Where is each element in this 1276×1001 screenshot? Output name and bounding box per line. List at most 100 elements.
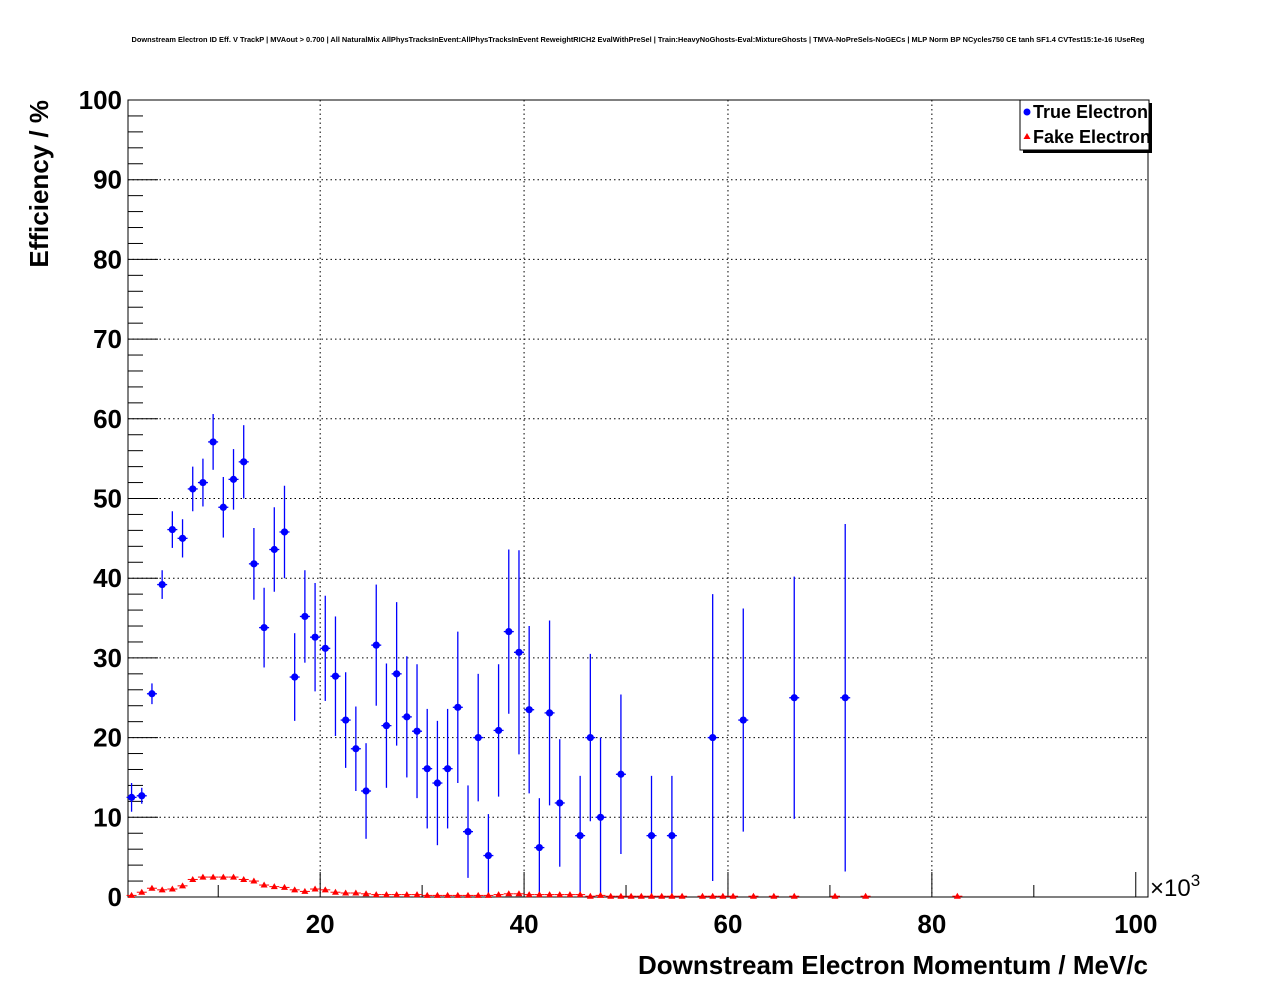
fake-electron-marker [362,890,370,897]
true-electron-point [503,549,514,714]
fake-electron-marker [250,877,258,884]
fake-electron-marker [372,891,380,898]
fake-electron-point [320,886,331,893]
true-electron-marker [331,672,340,680]
fake-electron-marker [433,891,441,898]
true-electron-point [738,608,749,832]
axis-ticks: 0 10 20 30 40 50 60 70 80 90 100 20 40 60 80 100 [79,85,1158,939]
legend-marker-true-electron [1023,108,1031,116]
fake-electron-point [228,873,239,880]
true-electron-point [299,570,310,663]
fake-electron-point [493,891,504,898]
fake-electron-marker [382,891,390,898]
fake-electron-point [167,885,178,892]
true-electron-marker [515,648,523,656]
true-electron-point [197,458,208,507]
fake-electron-point [666,892,677,899]
fake-electron-marker [128,891,136,898]
fake-electron-marker [168,885,176,892]
fake-electron-point [340,889,351,896]
true-electron-point [228,449,239,510]
fake-electron-marker [790,892,798,899]
true-electron-marker [311,633,319,641]
true-electron-marker [484,851,492,860]
fake-electron-point [208,873,219,880]
fake-electron-marker [179,882,187,889]
fake-electron-marker [831,892,839,899]
fake-electron-point [707,892,718,899]
x-tick-label: 80 [917,909,946,939]
true-electron-point [595,737,606,897]
fake-electron-point [605,892,616,899]
fake-electron-point [677,892,688,899]
true-electron-marker [464,828,472,836]
true-electron-point [167,511,178,548]
true-electron-point [666,775,677,896]
true-electron-marker [382,722,391,730]
fake-electron-marker [515,890,523,897]
grid [128,100,1148,897]
true-electron-marker [229,475,238,483]
true-electron-marker [525,706,533,714]
fake-electron-marker [311,885,319,892]
fake-electron-marker [668,892,676,899]
true-electron-marker [260,624,268,632]
true-electron-point [513,550,524,755]
true-electron-marker [270,545,278,554]
true-electron-marker [362,787,370,795]
fake-electron-marker [444,891,452,898]
fake-electron-point [381,891,392,898]
legend-label-fake-electron: Fake Electron [1033,127,1151,147]
true-electron-point [279,485,290,579]
fake-electron-marker [617,892,625,899]
fake-electron-marker [749,892,757,899]
fake-electron-point [310,885,321,892]
fake-electron-point [299,887,310,894]
true-electron-marker [393,670,401,678]
legend-label-true-electron: True Electron [1033,102,1148,122]
fake-electron-marker [423,891,431,898]
fake-electron-point [656,892,667,899]
fake-electron-point [432,891,443,898]
true-electron-point [442,708,453,829]
fake-electron-point [289,886,300,893]
fake-electron-point [544,891,555,898]
true-electron-point [585,653,596,822]
true-electron-point [412,664,423,799]
fake-electron-point [401,891,412,898]
true-electron-point [330,616,341,737]
true-electron-marker [168,525,176,534]
true-electron-marker [403,713,411,721]
fake-electron-marker [291,886,299,893]
true-electron-marker [433,779,442,787]
fake-electron-marker [260,881,268,888]
true-electron-point [473,673,484,802]
y-tick-label: 10 [93,802,122,832]
true-electron-point [575,775,586,896]
fake-electron-point [554,891,565,898]
fake-electron-point [748,892,759,899]
true-electron-point [554,739,565,867]
true-electron-point [789,576,800,819]
fake-electron-marker [546,891,554,898]
fake-electron-marker [698,892,706,899]
y-tick-label: 90 [93,165,122,195]
legend-marker-fake-electron [1023,133,1031,139]
fake-electron-point [615,892,626,899]
true-electron-point [310,582,321,692]
y-tick-label: 80 [93,244,122,274]
true-electron-point [248,527,259,600]
fake-electron-marker [158,886,166,893]
fake-electron-point [575,891,586,898]
x-tick-label: 40 [510,909,539,939]
fake-electron-point [238,875,249,882]
x-tick-label: 20 [306,909,335,939]
fake-electron-marker [648,892,656,899]
true-electron-marker [199,478,207,487]
true-electron-marker [444,765,452,773]
true-electron-point [452,631,463,784]
true-electron-marker [454,703,462,711]
true-electron-marker [189,485,197,493]
fake-electron-marker [627,892,635,899]
